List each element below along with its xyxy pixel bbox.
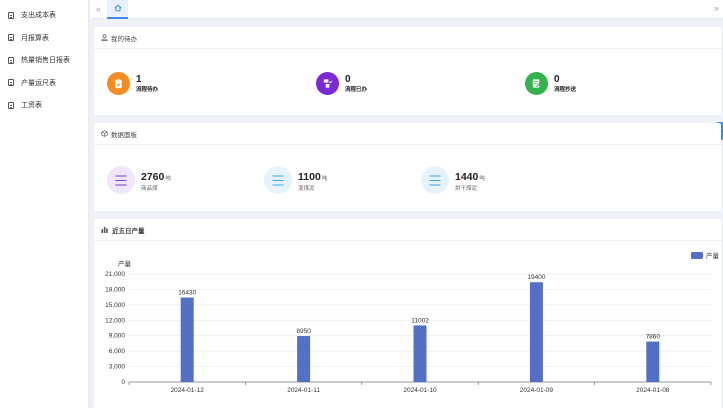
stat-value: 1440	[455, 171, 479, 183]
stat-icon-circle	[421, 166, 449, 194]
stat-item-commodity-coal: 2760吨 商品煤	[107, 166, 171, 194]
sidebar-item-label: 工资表	[21, 102, 42, 110]
y-tick-label: 12,000	[105, 317, 125, 324]
user-icon	[101, 34, 108, 41]
chart-panel-header: 近五日产量	[94, 219, 721, 241]
stat-item-mixed-slime: 1100吨 混煤泥	[264, 166, 327, 194]
x-tick-label: 2024-01-11	[287, 387, 320, 394]
todo-icon-circle	[316, 72, 339, 95]
y-tick-label: 6,000	[109, 348, 126, 355]
stat-value: 1100	[298, 171, 321, 183]
stat-icon-circle	[107, 166, 135, 194]
panel-title: 我的待办	[111, 35, 137, 43]
todo-panel: 我的待办 1 流程待办 0 流程已办 0 流程抄送	[94, 27, 721, 115]
chart-panel: 近五日产量 21,000 18,000 15,000 12,000 9,000 6,000…	[94, 219, 721, 408]
tab-home[interactable]	[107, 0, 128, 19]
stat-label: 商品煤	[141, 186, 158, 192]
todo-item-done[interactable]: 0 流程已办	[316, 72, 367, 95]
todo-label: 流程已办	[345, 86, 368, 93]
stat-item-dried-slime: 1440吨 烘干煤泥	[421, 166, 485, 194]
todo-count: 0	[554, 73, 560, 85]
todo-item-pending[interactable]: 1 流程待办	[107, 72, 158, 95]
bar-chart-icon	[101, 226, 109, 233]
todo-label: 流程待办	[136, 86, 159, 93]
x-tick-label: 2024-01-12	[171, 387, 205, 394]
todo-label: 流程抄送	[554, 86, 577, 93]
double-chevron-right-icon[interactable]: »	[713, 3, 719, 13]
flow-check-icon	[323, 79, 333, 88]
document-icon	[8, 11, 14, 19]
todo-count: 1	[136, 73, 142, 85]
y-tick-label: 0	[121, 379, 125, 386]
clipboard-icon	[115, 78, 122, 89]
sidebar-item-monthly[interactable]: 月报算表	[0, 27, 88, 50]
todo-icon-circle	[107, 72, 130, 95]
stat-icon-circle	[264, 166, 292, 194]
legend-label: 产量	[706, 251, 720, 260]
bar	[413, 325, 427, 382]
y-tick-label: 18,000	[105, 286, 125, 293]
document-icon	[8, 79, 14, 87]
sidebar-item-label: 热量销售日报表	[21, 57, 70, 65]
production-bar-chart: 21,000 18,000 15,000 12,000 9,000 6,000 3,000 0…	[105, 251, 720, 394]
cube-icon	[101, 130, 108, 137]
sidebar-item-expense-cost[interactable]: 支出成本表	[0, 4, 88, 27]
bar-value-label: 19400	[527, 274, 545, 281]
x-tick-label: 2024-01-09	[520, 387, 554, 394]
list-icon	[115, 174, 127, 186]
document-icon	[8, 56, 14, 64]
bar	[297, 335, 311, 382]
stat-unit: 吨	[321, 176, 328, 182]
x-tick-label: 2024-01-10	[403, 387, 437, 394]
document-icon	[8, 101, 14, 109]
sidebar-item-output[interactable]: 产量运尺表	[0, 72, 88, 95]
y-axis-label: 产量	[118, 259, 132, 268]
sidebar-item-label: 月报算表	[21, 34, 49, 42]
list-icon	[272, 174, 284, 186]
bar	[646, 341, 660, 382]
sidebar: 支出成本表 月报算表 热量销售日报表 产量运尺表 工资表	[0, 0, 89, 408]
bar	[529, 282, 543, 382]
y-tick-label: 15,000	[105, 302, 125, 309]
sidebar-item-label: 产量运尺表	[21, 79, 56, 87]
legend-swatch	[691, 252, 703, 259]
stat-unit: 吨	[165, 176, 171, 182]
document-icon	[8, 34, 14, 42]
sidebar-item-label: 支出成本表	[21, 12, 56, 20]
bar	[180, 297, 194, 382]
double-chevron-left-icon[interactable]: «	[95, 4, 101, 14]
list-icon	[429, 174, 441, 186]
todo-count: 0	[345, 73, 351, 85]
y-tick-label: 21,000	[105, 271, 125, 278]
home-icon	[113, 4, 122, 12]
stats-panel: 数据面板 2760吨 商品煤 1100吨 混煤泥 1440吨 烘干煤泥	[94, 123, 721, 211]
todo-panel-header: 我的待办	[94, 27, 721, 49]
sidebar-item-heat-sales[interactable]: 热量销售日报表	[0, 49, 88, 72]
bar-value-label: 7860	[646, 334, 661, 341]
stat-label: 混煤泥	[298, 186, 315, 192]
bar-value-label: 16430	[178, 290, 196, 297]
bar-value-label: 8950	[296, 328, 311, 335]
document-edit-icon	[532, 79, 541, 88]
chart-title: 近五日产量	[112, 227, 145, 235]
stat-label: 烘干煤泥	[455, 186, 478, 192]
y-tick-label: 9,000	[109, 333, 126, 340]
panel-title: 数据面板	[111, 131, 137, 139]
stats-panel-header: 数据面板	[94, 123, 721, 145]
todo-item-cc[interactable]: 0 流程抄送	[525, 72, 576, 95]
bar-value-label: 11002	[411, 317, 429, 324]
tab-bar: « »	[90, 0, 723, 19]
todo-icon-circle	[525, 72, 548, 95]
x-tick-label: 2024-01-08	[636, 387, 670, 394]
stat-value: 2760	[141, 171, 165, 183]
y-tick-label: 3,000	[109, 364, 126, 371]
sidebar-item-salary[interactable]: 工资表	[0, 94, 88, 117]
stat-unit: 吨	[479, 176, 485, 182]
